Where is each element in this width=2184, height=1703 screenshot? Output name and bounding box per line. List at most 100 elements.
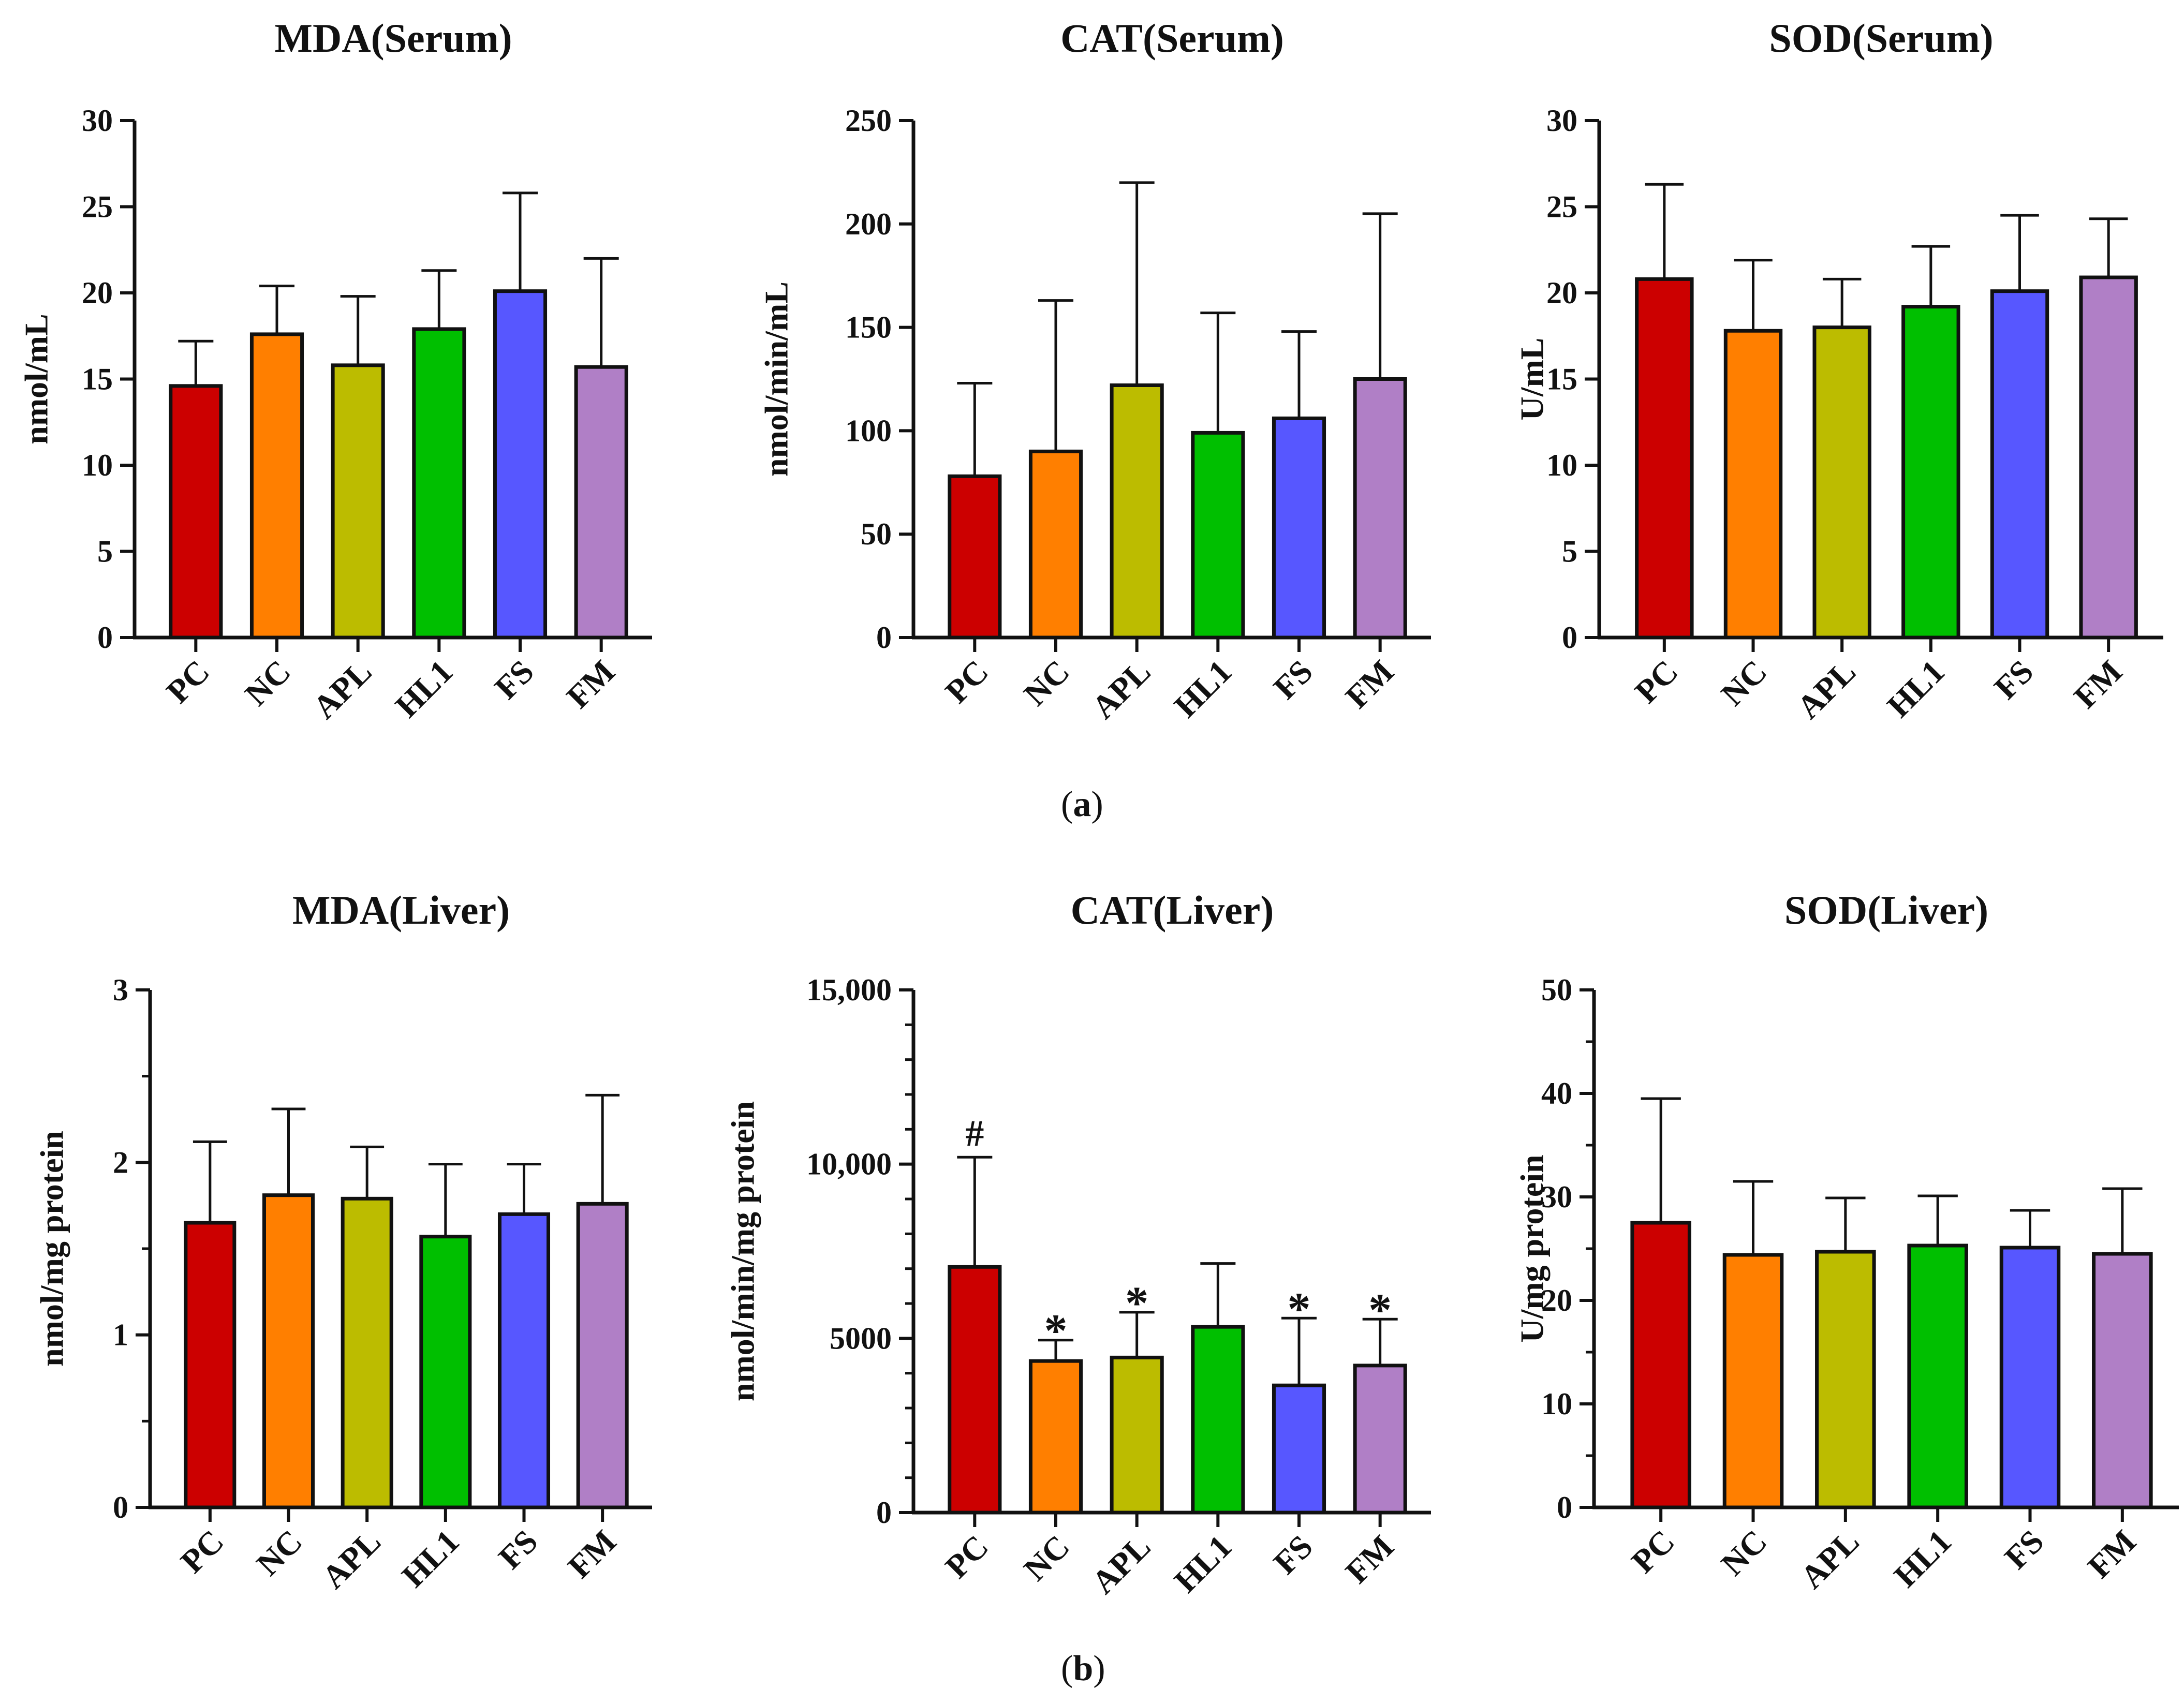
chart-6-ytick-label: 20 bbox=[1541, 1283, 1572, 1317]
chart-4-ylabel: nmol/mg protein bbox=[34, 1131, 70, 1367]
chart-4-xtick-label-fm: FM bbox=[561, 1523, 624, 1586]
chart-1-xtick-label-nc: NC bbox=[238, 653, 298, 713]
chart-3-bar-fm bbox=[2079, 275, 2138, 640]
chart-5-annotation-apl: * bbox=[1125, 1278, 1148, 1329]
chart-3-bar-fs bbox=[1990, 289, 2049, 640]
chart-3-bar-nc bbox=[1723, 329, 1783, 640]
chart-6-ylabel: U/mg protein bbox=[1514, 1154, 1551, 1342]
chart-1-xtick-label-fs: FS bbox=[488, 653, 541, 706]
chart-1-bar-fm bbox=[574, 365, 628, 640]
chart-5-ylabel: nmol/min/mg protein bbox=[725, 1101, 761, 1401]
chart-3-bar-hl1 bbox=[1901, 305, 1960, 640]
panel-label-a: (a) bbox=[1061, 784, 1103, 824]
chart-3-bar-apl bbox=[1812, 325, 1871, 640]
chart-3-ytick-label: 0 bbox=[1562, 620, 1577, 655]
chart-6-ytick-label: 50 bbox=[1541, 973, 1572, 1007]
chart-2-bar-apl bbox=[1110, 383, 1164, 640]
chart-5-annotation-fm: * bbox=[1368, 1284, 1392, 1336]
chart-5-annotation-fs: * bbox=[1288, 1283, 1311, 1335]
chart-4-ytick-label: 1 bbox=[113, 1318, 128, 1352]
chart-1-xtick-label-hl1: HL1 bbox=[388, 653, 460, 724]
chart-5-xtick-label-pc: PC bbox=[938, 1528, 996, 1586]
chart-4-xtick-label-fs: FS bbox=[491, 1523, 544, 1576]
chart-1-bar-pc bbox=[169, 384, 223, 640]
chart-6-xtick-label-fs: FS bbox=[1997, 1523, 2050, 1576]
chart-2-ytick-label: 250 bbox=[845, 103, 892, 138]
chart-2-ylabel: nmol/min/mL bbox=[758, 282, 795, 477]
chart-6-xtick-label-apl: APL bbox=[1793, 1523, 1866, 1596]
chart-6-xtick-label-pc: PC bbox=[1625, 1523, 1682, 1580]
chart-5-title: CAT(Liver) bbox=[1071, 887, 1274, 932]
chart-5-annotation-pc: # bbox=[965, 1113, 984, 1154]
chart-5-xtick-label-hl1: HL1 bbox=[1167, 1528, 1238, 1600]
chart-4-title: MDA(Liver) bbox=[292, 887, 510, 932]
chart-5-bar-pc bbox=[948, 1265, 1002, 1515]
chart-5-xtick-label-nc: NC bbox=[1016, 1528, 1076, 1588]
chart-6-xtick-label-fm: FM bbox=[2080, 1523, 2143, 1586]
chart-6-ytick-label: 0 bbox=[1557, 1490, 1572, 1524]
chart-4-xtick-label-apl: APL bbox=[315, 1523, 388, 1596]
chart-2-xtick-label-hl1: HL1 bbox=[1167, 653, 1238, 724]
chart-1-ytick-label: 25 bbox=[82, 190, 113, 224]
chart-6-ytick-label: 30 bbox=[1541, 1180, 1572, 1214]
chart-1-ytick-label: 30 bbox=[82, 103, 113, 138]
chart-4-ytick-label: 2 bbox=[113, 1145, 128, 1179]
chart-5-ytick-label: 5000 bbox=[830, 1321, 892, 1355]
chart-2-xtick-label-pc: PC bbox=[938, 653, 996, 710]
chart-4-bar-pc bbox=[184, 1221, 237, 1509]
chart-1-ylabel: nmol/mL bbox=[18, 314, 55, 444]
chart-5-bar-nc bbox=[1028, 1359, 1083, 1515]
chart-4-bar-nc bbox=[262, 1193, 315, 1509]
chart-6-xtick-label-hl1: HL1 bbox=[1887, 1523, 1958, 1594]
chart-3-xtick-label-apl: APL bbox=[1790, 653, 1863, 726]
chart-6-bar-fs bbox=[1999, 1246, 2061, 1509]
chart-4-bar-fs bbox=[497, 1212, 551, 1509]
chart-1-title: MDA(Serum) bbox=[274, 16, 512, 61]
chart-2-ytick-label: 0 bbox=[876, 620, 892, 655]
chart-6-bar-nc bbox=[1722, 1253, 1784, 1509]
chart-6-title: SOD(Liver) bbox=[1784, 887, 1988, 932]
chart-4-xtick-label-hl1: HL1 bbox=[395, 1523, 466, 1594]
chart-4-bar-apl bbox=[341, 1196, 393, 1509]
chart-3-xtick-label-pc: PC bbox=[1628, 653, 1685, 710]
chart-3-title: SOD(Serum) bbox=[1769, 16, 1993, 61]
chart-2-xtick-label-fm: FM bbox=[1338, 653, 1401, 716]
chart-1-ytick-label: 20 bbox=[82, 276, 113, 310]
chart-6-bar-hl1 bbox=[1907, 1243, 1968, 1509]
chart-3-bar-pc bbox=[1635, 277, 1694, 640]
chart-3-ytick-label: 25 bbox=[1546, 190, 1577, 224]
chart-4-ytick-label: 3 bbox=[113, 973, 128, 1007]
chart-3-ytick-label: 30 bbox=[1546, 103, 1577, 138]
chart-6-bar-pc bbox=[1630, 1221, 1691, 1509]
chart-3-xtick-label-nc: NC bbox=[1714, 653, 1774, 713]
chart-6-bar-fm bbox=[2092, 1252, 2153, 1509]
chart-4-bar-hl1 bbox=[419, 1235, 472, 1509]
chart-5-ytick-label: 15,000 bbox=[806, 973, 892, 1007]
chart-6-xtick-label-nc: NC bbox=[1714, 1523, 1774, 1583]
chart-3-ytick-label: 10 bbox=[1546, 448, 1577, 482]
chart-5-bar-apl bbox=[1110, 1355, 1164, 1515]
chart-3-ylabel: U/mL bbox=[1514, 338, 1551, 421]
chart-1-ytick-label: 15 bbox=[82, 362, 113, 396]
chart-4-bar-fm bbox=[576, 1202, 629, 1509]
chart-1-xtick-label-fm: FM bbox=[559, 653, 622, 716]
chart-5-ytick-label: 0 bbox=[876, 1495, 892, 1530]
chart-2-bar-pc bbox=[948, 474, 1002, 640]
chart-1-bar-fs bbox=[493, 289, 548, 640]
chart-5-bar-hl1 bbox=[1191, 1325, 1245, 1515]
chart-4-xtick-label-pc: PC bbox=[173, 1523, 231, 1580]
chart-3-ytick-label: 5 bbox=[1562, 535, 1577, 569]
chart-2-bar-fs bbox=[1272, 416, 1326, 640]
chart-4-xtick-label-nc: NC bbox=[249, 1523, 309, 1583]
chart-5-bar-fs bbox=[1272, 1383, 1326, 1515]
chart-1-xtick-label-apl: APL bbox=[306, 653, 379, 726]
chart-5-xtick-label-apl: APL bbox=[1085, 1528, 1158, 1601]
chart-2-bar-hl1 bbox=[1191, 431, 1245, 640]
chart-5-annotation-nc: * bbox=[1044, 1306, 1068, 1357]
chart-4-ytick-label: 0 bbox=[113, 1490, 128, 1524]
chart-2-xtick-label-apl: APL bbox=[1085, 653, 1158, 726]
chart-3-xtick-label-hl1: HL1 bbox=[1880, 653, 1952, 724]
chart-1-bar-nc bbox=[249, 332, 304, 640]
chart-6-ytick-label: 10 bbox=[1541, 1387, 1572, 1421]
